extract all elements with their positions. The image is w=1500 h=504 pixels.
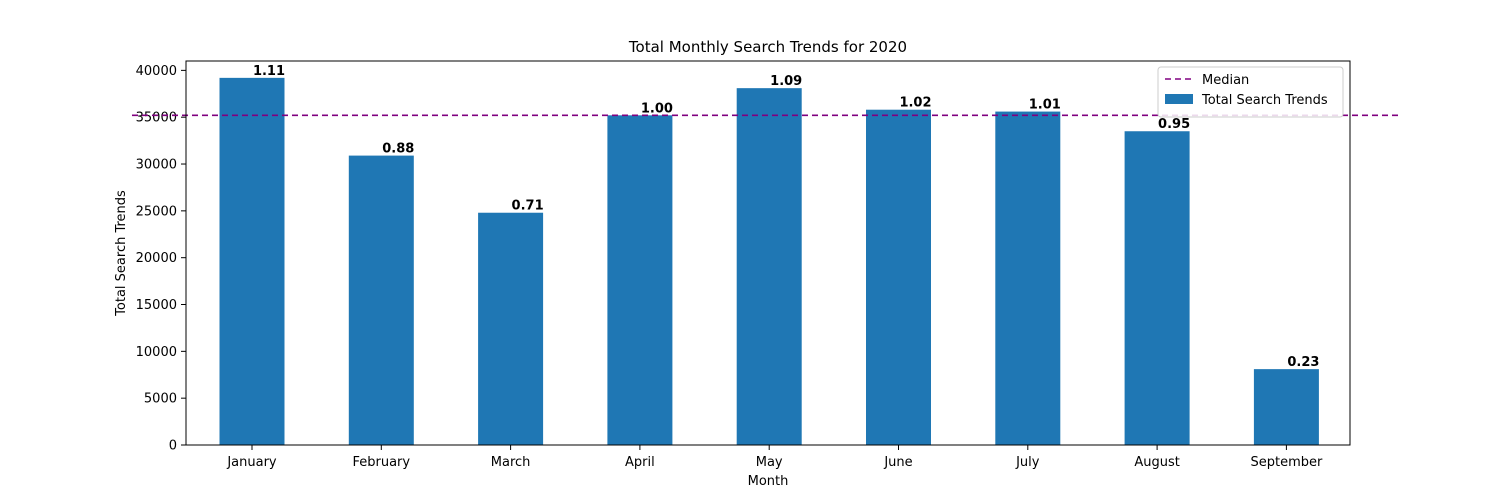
y-tick-label: 25000 bbox=[136, 204, 177, 219]
x-tick-label: February bbox=[352, 455, 410, 470]
bar bbox=[478, 212, 544, 445]
y-axis-label: Total Search Trends bbox=[114, 190, 129, 317]
bar bbox=[1253, 369, 1319, 445]
bar bbox=[219, 77, 285, 446]
y-tick-label: 30000 bbox=[136, 158, 177, 173]
bar-data-labels: 1.11 0.88 0.71 1.00 1.09 1.02 1.01 0.95 0.23 bbox=[253, 64, 1319, 370]
bar-data-label: 0.95 bbox=[1158, 117, 1190, 132]
y-tick-label: 15000 bbox=[136, 298, 177, 313]
bar bbox=[348, 155, 414, 445]
bar bbox=[607, 115, 673, 445]
bar-data-label: 1.11 bbox=[253, 64, 285, 79]
x-tick-label: September bbox=[1250, 455, 1323, 470]
bar-series bbox=[219, 77, 1319, 446]
legend-frame bbox=[1157, 66, 1344, 118]
y-tick-label: 5000 bbox=[144, 392, 177, 407]
x-tick-label: April bbox=[625, 455, 655, 470]
y-axis: 0 5000 10000 15000 20000 25000 30000 35000 40000 bbox=[136, 64, 186, 454]
y-tick-label: 20000 bbox=[136, 251, 177, 266]
x-tick-label: May bbox=[756, 455, 783, 470]
x-tick-label: March bbox=[491, 455, 531, 470]
legend-bar-label: Total Search Trends bbox=[1201, 93, 1328, 108]
bar-data-label: 1.02 bbox=[899, 96, 931, 111]
bar-data-label: 1.01 bbox=[1029, 98, 1061, 113]
bar-data-label: 0.23 bbox=[1287, 355, 1319, 370]
bar bbox=[736, 88, 802, 445]
x-tick-label: July bbox=[1015, 455, 1040, 470]
y-tick-label: 40000 bbox=[136, 64, 177, 79]
legend-bar-swatch bbox=[1165, 94, 1193, 104]
bar-data-label: 1.00 bbox=[641, 101, 673, 116]
legend-median-label: Median bbox=[1202, 73, 1249, 88]
y-tick-label: 10000 bbox=[136, 345, 177, 360]
x-tick-label: August bbox=[1134, 455, 1180, 470]
bar-data-label: 1.09 bbox=[770, 74, 802, 89]
bar-data-label: 0.88 bbox=[382, 142, 414, 157]
x-axis: January February March April May June July Augu… bbox=[226, 445, 1323, 470]
chart-title: Total Monthly Search Trends for 2020 bbox=[628, 38, 907, 56]
x-tick-label: June bbox=[883, 455, 912, 470]
legend: Median Total Search Trends bbox=[1157, 66, 1344, 118]
x-tick-label: January bbox=[226, 455, 277, 470]
bar bbox=[1124, 131, 1190, 445]
bar bbox=[866, 109, 931, 445]
y-tick-label: 35000 bbox=[136, 111, 177, 126]
y-tick-label: 0 bbox=[169, 439, 177, 454]
bar-data-label: 0.71 bbox=[512, 199, 544, 214]
bar bbox=[995, 111, 1061, 445]
plot-frame bbox=[185, 60, 1351, 446]
x-axis-label: Month bbox=[748, 474, 789, 489]
